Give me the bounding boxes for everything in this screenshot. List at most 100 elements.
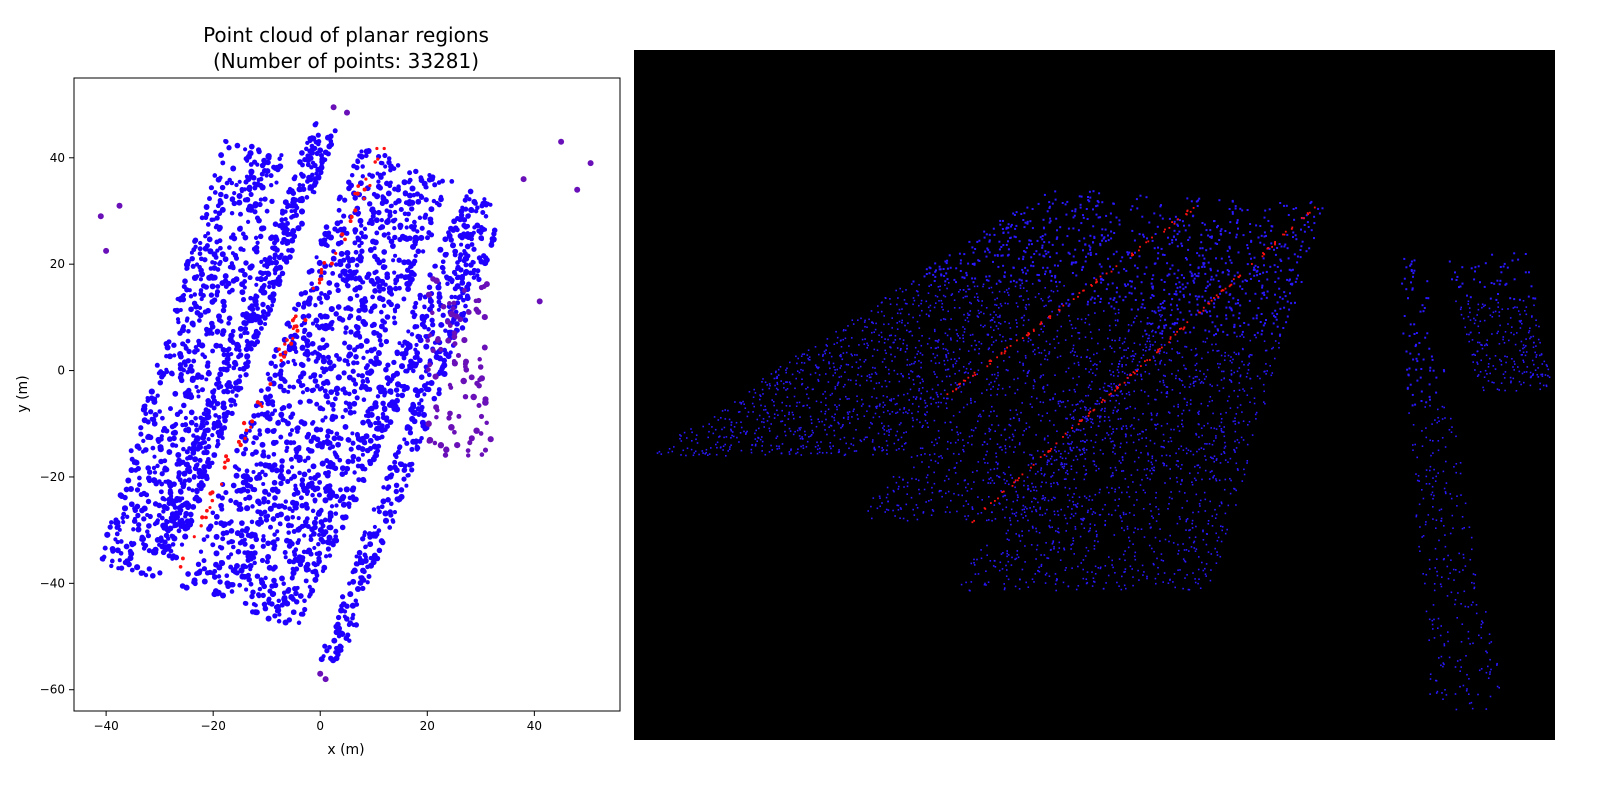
data-point [275,529,280,534]
data-point [319,156,326,163]
data-point [224,180,230,186]
perspective-point [817,380,820,382]
data-point [385,375,391,381]
data-point [312,524,318,531]
data-point [197,457,203,463]
perspective-point [1034,473,1037,475]
data-point [296,538,301,543]
data-point [109,563,114,569]
data-point [473,427,480,434]
perspective-point [836,384,839,386]
perspective-point [1046,412,1048,414]
perspective-point [878,382,880,384]
perspective-point [998,279,1001,282]
perspective-point [1134,353,1137,355]
perspective-point [901,290,904,293]
perspective-point [1002,335,1004,338]
data-point [308,476,313,481]
data-point [296,620,302,626]
perspective-point [656,452,659,454]
data-point [297,197,303,204]
data-point [335,651,341,658]
data-point [454,441,461,449]
data-point [489,236,495,242]
perspective-point [801,383,803,386]
perspective-point [761,388,764,391]
perspective-point [1004,271,1006,274]
perspective-point [991,344,993,346]
perspective-point [767,412,769,415]
perspective-point [1037,274,1040,276]
data-point [413,438,419,444]
data-point [314,121,319,126]
data-point [270,303,275,308]
data-point [397,341,402,346]
perspective-point [805,446,808,448]
perspective-point [1051,202,1054,205]
perspective-point [971,277,974,280]
data-point [360,234,366,239]
data-point [325,324,332,331]
data-point [244,587,249,592]
perspective-point [1093,302,1096,304]
data-point [211,452,218,458]
perspective-point [945,475,948,477]
data-point [240,563,246,569]
perspective-point [810,418,813,421]
data-point [217,380,222,385]
data-point [286,360,291,365]
data-point [304,386,310,393]
data-point [215,248,220,253]
perspective-point [799,428,801,431]
data-point [380,400,386,407]
perspective-point [1013,214,1016,216]
perspective-point [914,356,916,359]
perspective-point [1149,296,1152,299]
data-point [471,198,478,205]
perspective-point [936,295,939,298]
data-point [193,303,200,310]
data-point [157,542,162,547]
data-point [395,163,401,168]
data-point [123,486,130,493]
perspective-point [1030,490,1032,492]
perspective-point [1047,251,1050,254]
perspective-point [888,434,890,436]
data-point [123,543,130,550]
perspective-point [968,435,971,438]
data-point [357,153,362,159]
data-point [252,201,259,208]
data-point [414,342,419,347]
perspective-point [753,405,755,408]
perspective-point [1028,239,1031,242]
data-point [375,415,381,421]
perspective-background [634,50,1555,740]
perspective-point [817,367,819,370]
data-point [189,255,195,262]
data-point [398,487,405,493]
data-point [172,505,178,510]
perspective-point [1054,198,1057,201]
perspective-point [1074,210,1077,213]
data-point [257,586,263,592]
data-point [317,405,324,412]
data-point [295,301,302,308]
data-point [299,523,305,529]
data-point [244,564,249,569]
data-point [356,275,362,281]
perspective-point [905,431,907,433]
data-point [167,488,173,494]
perspective-point [826,338,829,340]
perspective-point [1117,312,1120,314]
data-point [293,590,299,597]
data-point [283,350,288,355]
data-point [261,583,268,590]
perspective-point [1008,423,1010,426]
perspective-point [943,359,945,362]
data-point [343,237,347,242]
data-point [339,471,346,478]
perspective-point [1132,358,1135,360]
perspective-point [911,412,913,415]
perspective-point [998,290,1001,293]
data-point [440,259,446,265]
